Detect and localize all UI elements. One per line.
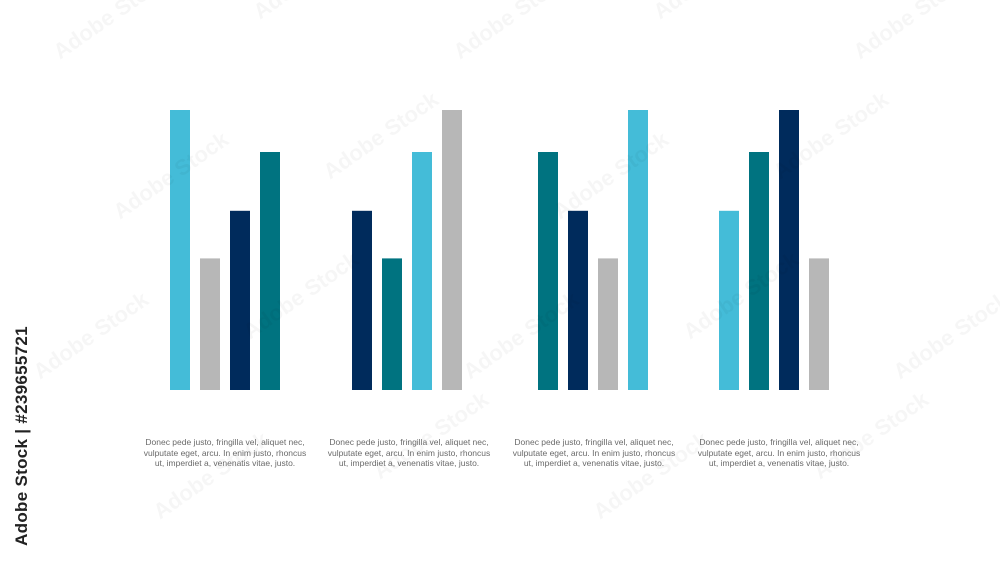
stock-id-watermark: Adobe Stock | #239655721 xyxy=(10,325,34,547)
watermark-text-16: Adobe Stock xyxy=(369,386,494,484)
watermark-text-18: Adobe Stock xyxy=(809,386,934,484)
bar-chart-3-bar-4 xyxy=(628,110,648,390)
bar-chart-1-bar-3 xyxy=(230,210,250,390)
watermark-text-14: Adobe Stock xyxy=(889,286,1000,384)
watermark-text-1: Adobe Stock xyxy=(49,0,174,64)
watermark-text-12: Adobe Stock xyxy=(459,286,584,384)
stock-id-text: Adobe Stock | #239655721 xyxy=(12,326,31,546)
caption-chart-4: Donec pede justo, fringilla vel, aliquet… xyxy=(697,437,861,468)
bar-chart-3-bar-2 xyxy=(568,210,588,390)
watermark-text-4: Adobe Stock xyxy=(649,0,774,24)
bar-chart-2-bar-3 xyxy=(412,152,432,390)
bar-chart-3 xyxy=(538,110,648,390)
bar-chart-1-bar-1 xyxy=(170,110,190,390)
watermark-text-2: Adobe Stock xyxy=(249,0,374,24)
watermark-text-11: Adobe Stock xyxy=(239,246,364,344)
bar-chart-2 xyxy=(352,110,462,390)
caption-chart-2: Donec pede justo, fringilla vel, aliquet… xyxy=(327,437,491,468)
watermark-text-5: Adobe Stock xyxy=(849,0,974,64)
bar-chart-1 xyxy=(170,110,280,390)
watermark-text-8: Adobe Stock xyxy=(549,126,674,224)
watermark-text-3: Adobe Stock xyxy=(449,0,574,64)
bar-chart-4 xyxy=(719,110,829,390)
bar-chart-4-bar-3 xyxy=(779,110,799,390)
bar-chart-4-bar-1 xyxy=(719,210,739,390)
bar-chart-2-bar-2 xyxy=(382,258,402,390)
caption-chart-1: Donec pede justo, fringilla vel, aliquet… xyxy=(143,437,307,468)
bar-chart-4-bar-2 xyxy=(749,152,769,390)
bar-chart-2-bar-4 xyxy=(442,110,462,390)
bar-chart-4-bar-4 xyxy=(809,258,829,390)
bar-chart-2-bar-1 xyxy=(352,210,372,390)
watermark-text-10: Adobe Stock xyxy=(29,286,154,384)
bar-chart-3-bar-1 xyxy=(538,152,558,390)
bar-chart-1-bar-2 xyxy=(200,258,220,390)
bar-chart-1-bar-4 xyxy=(260,152,280,390)
bar-chart-3-bar-3 xyxy=(598,258,618,390)
caption-chart-3: Donec pede justo, fringilla vel, aliquet… xyxy=(512,437,676,468)
